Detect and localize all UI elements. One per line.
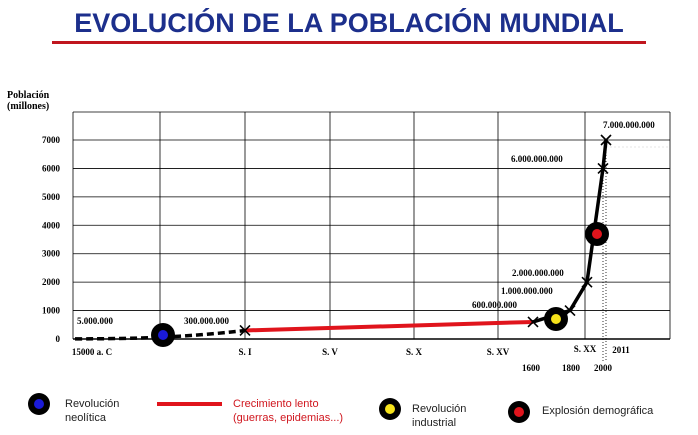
x-year-label: 1800 xyxy=(562,363,581,373)
y-tick-label: 3000 xyxy=(42,249,61,259)
legend-neolitica-label: Revolución neolítica xyxy=(65,397,119,425)
x-section-label: S. V xyxy=(322,347,338,357)
series-slow-growth-line xyxy=(245,322,533,331)
legend-crecimiento-label: Crecimiento lento (guerras, epidemias...… xyxy=(233,397,343,425)
data-label: 1.000.000.000 xyxy=(501,286,553,296)
y-tick-label: 0 xyxy=(56,334,61,344)
data-label: 6.000.000.000 xyxy=(511,154,563,164)
x-section-label: S. I xyxy=(238,347,252,357)
legend-neolitica-line1: Revolución xyxy=(65,397,119,411)
legend-industrial-line1: Revolución xyxy=(412,402,466,416)
x-section-label: 2011 xyxy=(612,345,630,355)
legend-industrial-icon-core xyxy=(385,404,395,414)
legend-neolitica-icon-core xyxy=(34,399,44,409)
data-label: 600.000.000 xyxy=(472,300,518,310)
data-label: 2.000.000.000 xyxy=(512,268,564,278)
data-label: 7.000.000.000 xyxy=(603,120,655,130)
legend-neolitica-line2: neolítica xyxy=(65,411,119,425)
legend-explosion-icon-core xyxy=(514,407,524,417)
legend-industrial-line2: industrial xyxy=(412,416,466,430)
y-tick-label: 7000 xyxy=(42,135,61,145)
y-tick-label: 6000 xyxy=(42,163,61,173)
explosion-event-marker-core xyxy=(592,229,602,239)
legend-crecimiento-line1: Crecimiento lento xyxy=(233,397,343,411)
neolitica-event-marker-core xyxy=(158,330,168,340)
data-label: 5.000.000 xyxy=(77,316,114,326)
industrial-event-marker-core xyxy=(551,314,561,324)
legend-explosion-label: Explosión demográfica xyxy=(542,404,653,418)
x-year-label: 2000 xyxy=(594,363,613,373)
x-section-label: S. XV xyxy=(487,347,510,357)
x-section-label: S. XX xyxy=(574,344,597,354)
x-year-label: 1600 xyxy=(522,363,541,373)
y-tick-label: 2000 xyxy=(42,277,61,287)
legend-industrial-label: Revolución industrial xyxy=(412,402,466,430)
y-tick-label: 4000 xyxy=(42,220,61,230)
population-chart: 0 1000 2000 3000 4000 5000 6000 7000 15000 a. C S… xyxy=(0,0,698,435)
y-tick-label: 1000 xyxy=(42,306,61,316)
legend-crecimiento-line2: (guerras, epidemias...) xyxy=(233,411,343,425)
data-label: 300.000.000 xyxy=(184,316,230,326)
y-tick-label: 5000 xyxy=(42,192,61,202)
x-section-label: 15000 a. C xyxy=(72,347,112,357)
x-section-label: S. X xyxy=(406,347,423,357)
